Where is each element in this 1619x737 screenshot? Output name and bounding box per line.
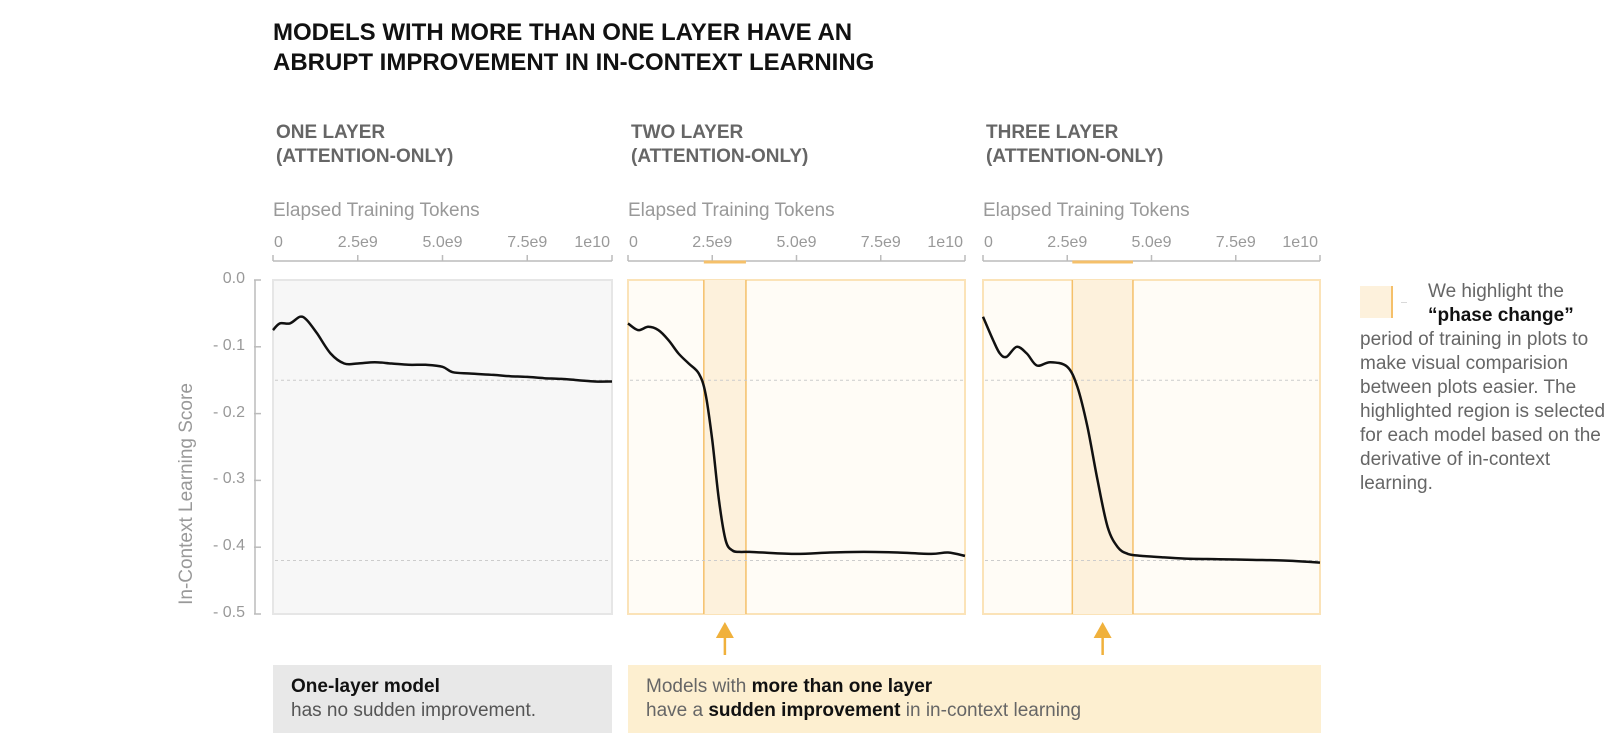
x-axis-label: Elapsed Training Tokens [983,200,1190,221]
note-bold-phase-change: “phase change” [1428,305,1574,326]
x-tick-label: 1e10 [1282,234,1318,251]
panel-title-line: ONE LAYER [276,122,386,143]
callout-right-bold1: more than one layer [751,676,933,697]
panel-title-line: (ATTENTION-ONLY) [631,146,809,167]
x-tick-label: 0 [984,234,993,251]
panel-title-1: TWO LAYER (ATTENTION-ONLY) [631,121,808,169]
phase-arrow-icon [1093,622,1112,638]
y-axis-label: In-Context Learning Score [176,383,197,605]
x-tick-label: 0 [274,234,283,251]
plot-area [272,279,613,615]
x-tick-label: 7.5e9 [1215,234,1256,251]
swatch-dash [1401,302,1407,303]
callout-right-suffix2: in in-context learning [900,700,1082,721]
panel-title-line: THREE LAYER [986,122,1119,143]
series-line [981,316,1321,564]
x-tick-label: 2.5e9 [337,234,378,251]
y-tick-label: - 0.1 [212,336,245,354]
y-tick-label: - 0.5 [212,604,245,621]
panel-title-2: THREE LAYER (ATTENTION-ONLY) [986,121,1163,169]
highlight-swatch-icon [1360,286,1393,318]
phase-change-band [703,280,746,614]
title-line-2: ABRUPT IMPROVEMENT IN IN-CONTEXT LEARNIN… [273,49,875,76]
callout-left-line2: has no sudden improvement. [291,700,537,721]
note-text-before: We highlight the [1428,281,1564,302]
plot-area [982,279,1321,615]
phase-change-band [1072,280,1133,614]
phase-arrow-icon [715,622,734,638]
note-text-after: period of training in plots to make visu… [1360,329,1606,494]
series-line [627,322,966,558]
x-tick-label: 2.5e9 [1047,234,1088,251]
x-tick-label: 2.5e9 [692,234,733,251]
x-tick-label: 7.5e9 [860,234,901,251]
phase-change-note: We highlight the “phase change” period of… [1360,280,1619,496]
callout-right-bold2: sudden improvement [708,700,901,721]
panel-title-line: TWO LAYER [631,122,744,143]
y-tick-label: - 0.4 [212,537,245,555]
y-tick-label: - 0.3 [212,470,245,488]
y-tick-label: - 0.2 [212,403,245,421]
x-axis-label: Elapsed Training Tokens [273,200,480,221]
x-tick-label: 5.0e9 [776,234,817,251]
x-axis-label: Elapsed Training Tokens [628,200,835,221]
panel-title-line: (ATTENTION-ONLY) [986,146,1164,167]
x-tick-label: 0 [629,234,638,251]
x-tick-label: 5.0e9 [1131,234,1172,251]
x-tick-label: 1e10 [927,234,963,251]
callout-right-prefix1: Models with [646,676,752,697]
callout-one-layer: One-layer model has no sudden improvemen… [273,665,612,733]
series-line [272,315,613,383]
y-tick-label: 0.0 [222,270,245,287]
callout-multi-layer: Models with more than one layer have a s… [628,665,1321,733]
x-tick-label: 5.0e9 [422,234,463,251]
x-tick-label: 7.5e9 [507,234,548,251]
chart-main-title: MODELS WITH MORE THAN ONE LAYER HAVE AN … [273,18,1073,78]
panel-title-line: (ATTENTION-ONLY) [276,146,454,167]
plot-area [627,279,966,615]
panel-title-0: ONE LAYER (ATTENTION-ONLY) [276,121,453,169]
callout-right-prefix2: have a [646,700,709,721]
x-tick-label: 1e10 [574,234,610,251]
callout-left-bold: One-layer model [291,676,440,697]
title-line-1: MODELS WITH MORE THAN ONE LAYER HAVE AN [273,19,853,46]
